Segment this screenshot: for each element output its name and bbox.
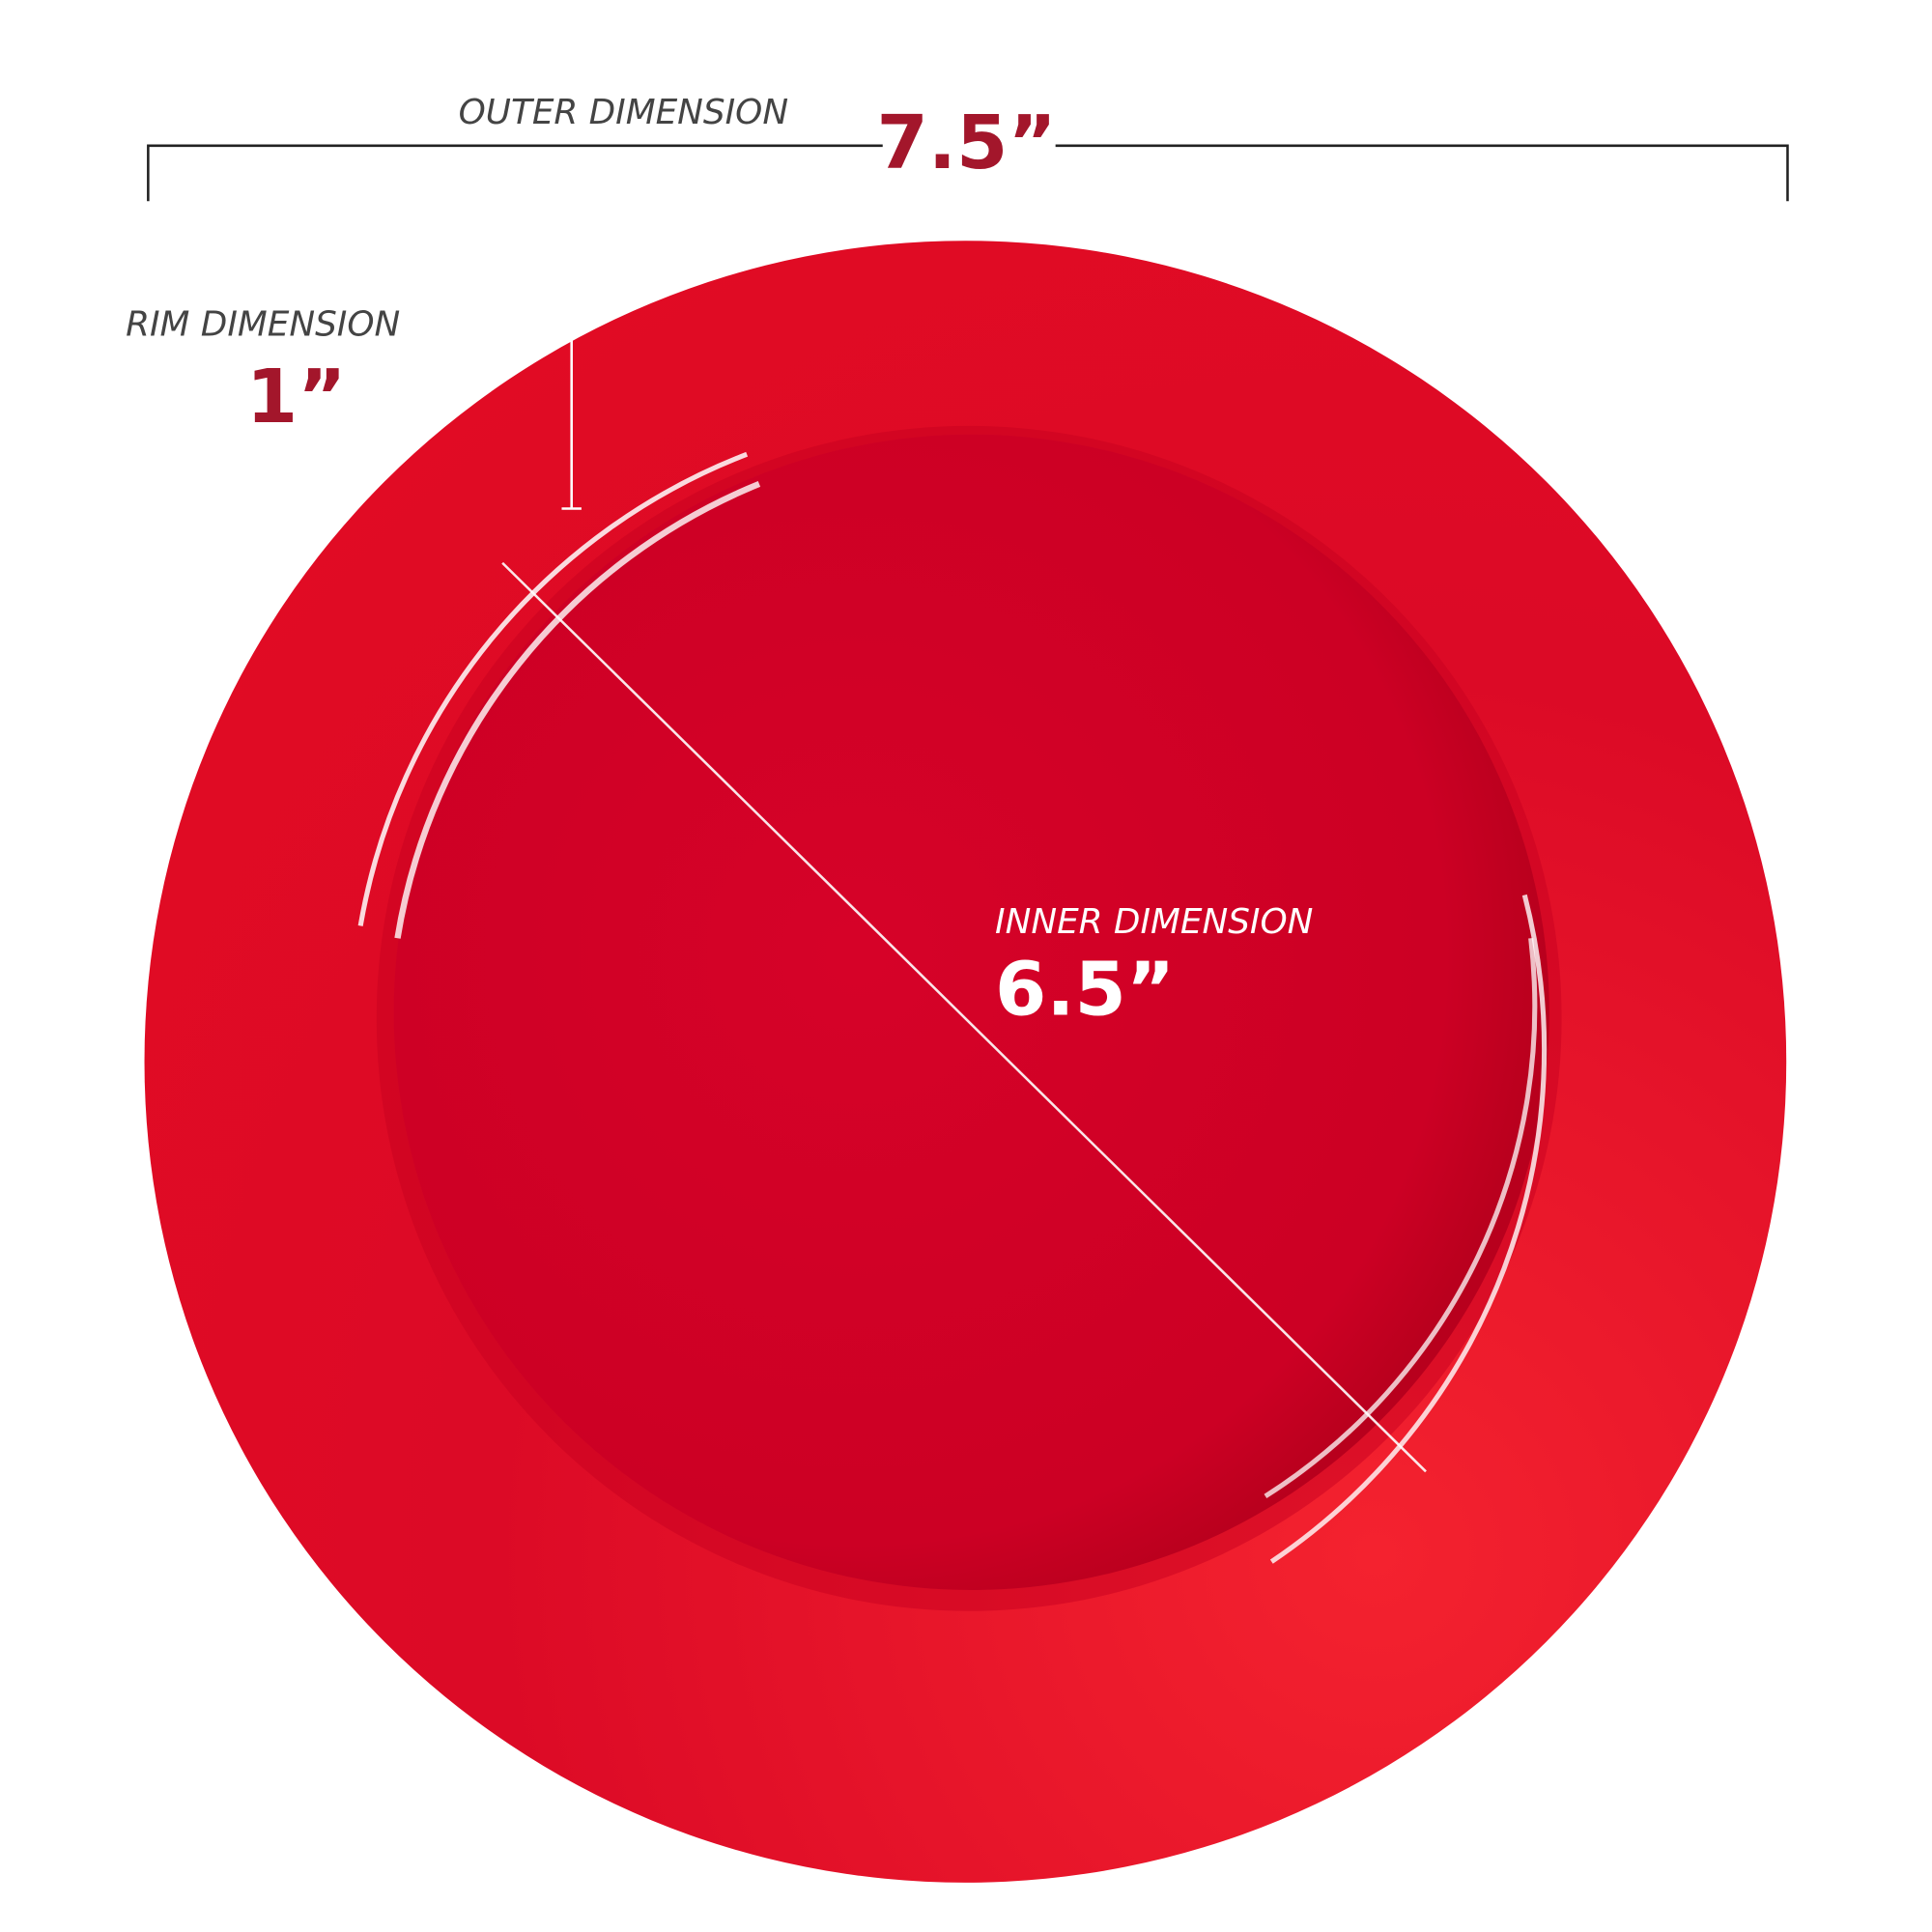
- outer-value: 7.5”: [877, 100, 1057, 186]
- inner-label: INNER DIMENSION: [995, 902, 1313, 942]
- inner-value: 6.5”: [995, 947, 1175, 1033]
- rim-value: 1”: [246, 355, 347, 440]
- outer-label: OUTER DIMENSION: [459, 93, 788, 132]
- rim-label: RIM DIMENSION: [126, 305, 400, 345]
